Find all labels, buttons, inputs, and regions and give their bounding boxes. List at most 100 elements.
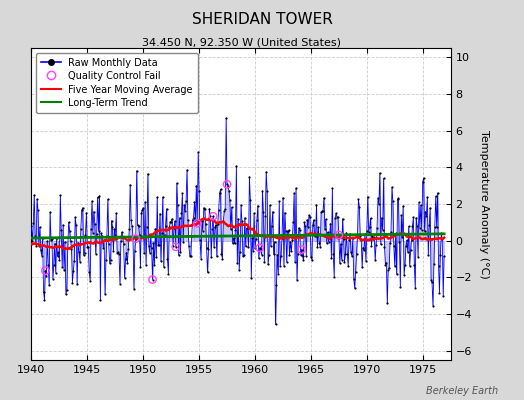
Point xyxy=(268,208,277,215)
Point xyxy=(356,233,365,240)
Point xyxy=(200,205,208,211)
Point xyxy=(105,260,114,266)
Point xyxy=(358,264,366,270)
Point xyxy=(160,232,169,239)
Point xyxy=(361,231,369,237)
Point xyxy=(93,194,102,201)
Point xyxy=(242,243,250,250)
Point xyxy=(185,253,194,259)
Point xyxy=(328,185,336,192)
Point xyxy=(149,240,158,247)
Point xyxy=(98,233,106,240)
Point xyxy=(59,222,67,228)
Point xyxy=(405,223,413,230)
Point xyxy=(352,268,360,275)
Point xyxy=(92,231,101,237)
Point xyxy=(420,228,429,235)
Point xyxy=(51,269,60,276)
Point xyxy=(276,263,285,269)
Point xyxy=(194,149,202,155)
Point xyxy=(418,226,426,233)
Point xyxy=(122,250,130,256)
Point xyxy=(311,233,320,239)
Point xyxy=(115,251,123,257)
Point xyxy=(253,217,261,223)
Point xyxy=(239,252,248,259)
Point xyxy=(71,214,80,220)
Point xyxy=(228,240,237,246)
Point xyxy=(64,219,73,226)
Point xyxy=(270,238,279,245)
Point xyxy=(335,232,343,238)
Point xyxy=(265,252,273,258)
Point xyxy=(348,235,357,241)
Point xyxy=(411,285,419,291)
Point xyxy=(177,210,185,216)
Point xyxy=(32,242,40,249)
Point xyxy=(54,249,63,256)
Point xyxy=(409,214,418,221)
Point xyxy=(372,242,380,248)
Point xyxy=(312,202,321,208)
Point xyxy=(94,228,103,234)
Point xyxy=(125,226,134,233)
Point xyxy=(172,244,180,250)
Point xyxy=(298,246,306,253)
Point xyxy=(403,249,412,256)
Point xyxy=(70,257,79,264)
Point xyxy=(335,232,343,238)
Point xyxy=(90,208,98,215)
Point xyxy=(132,236,140,242)
Point xyxy=(423,194,432,200)
Point xyxy=(35,242,43,249)
Point xyxy=(199,228,207,234)
Point xyxy=(257,252,266,258)
Point xyxy=(127,216,135,223)
Legend: Raw Monthly Data, Quality Control Fail, Five Year Moving Average, Long-Term Tren: Raw Monthly Data, Quality Control Fail, … xyxy=(36,53,198,113)
Point xyxy=(382,259,390,266)
Point xyxy=(58,263,67,270)
Point xyxy=(256,245,264,251)
Point xyxy=(148,276,157,283)
Point xyxy=(192,182,201,189)
Point xyxy=(122,256,130,263)
Point xyxy=(364,194,372,200)
Point xyxy=(28,238,37,244)
Point xyxy=(277,252,285,259)
Point xyxy=(293,277,301,283)
Point xyxy=(210,244,218,250)
Point xyxy=(258,188,267,194)
Point xyxy=(56,192,64,199)
Point xyxy=(394,195,402,201)
Point xyxy=(299,257,308,263)
Y-axis label: Temperature Anomaly (°C): Temperature Anomaly (°C) xyxy=(478,130,489,278)
Point xyxy=(150,262,159,268)
Point xyxy=(224,182,232,189)
Point xyxy=(313,244,322,251)
Point xyxy=(305,212,313,218)
Point xyxy=(116,280,124,287)
Point xyxy=(431,224,439,230)
Point xyxy=(401,262,409,268)
Point xyxy=(286,239,294,245)
Point xyxy=(41,268,50,274)
Point xyxy=(254,202,262,209)
Point xyxy=(141,199,149,205)
Point xyxy=(159,194,167,200)
Point xyxy=(209,213,217,219)
Point xyxy=(274,271,282,278)
Point xyxy=(107,218,116,224)
Point xyxy=(298,253,307,259)
Point xyxy=(163,256,172,262)
Point xyxy=(42,272,50,279)
Point xyxy=(241,214,249,221)
Point xyxy=(124,245,133,252)
Point xyxy=(309,222,317,228)
Point xyxy=(166,219,174,225)
Point xyxy=(424,252,432,259)
Point xyxy=(112,210,121,216)
Point xyxy=(67,246,75,252)
Point xyxy=(267,243,275,250)
Point xyxy=(275,198,283,205)
Point xyxy=(102,257,110,263)
